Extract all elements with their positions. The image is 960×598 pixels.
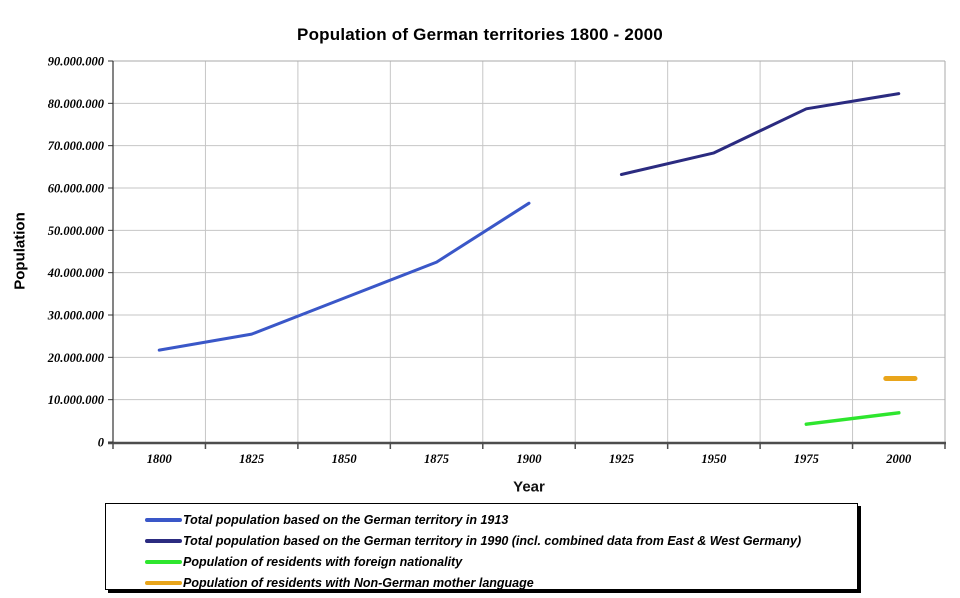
legend-label: Population of residents with Non-German …	[183, 575, 534, 590]
x-tick-label: 1875	[424, 452, 449, 466]
y-tick-label: 90.000.000	[48, 55, 105, 69]
legend-label: Total population based on the German ter…	[183, 533, 802, 548]
x-tick-label: 1900	[517, 452, 543, 466]
series-line-2	[804, 411, 901, 426]
x-tick-label: 1825	[239, 452, 264, 466]
legend-row: Total population based on the German ter…	[106, 509, 857, 530]
legend-row: Population of residents with Non-German …	[106, 572, 857, 593]
legend-line-sample-blue	[145, 517, 182, 522]
x-tick-label: 1950	[701, 452, 727, 466]
y-tick-label: 70.000.000	[48, 139, 105, 153]
y-tick-label: 30.000.000	[47, 309, 105, 323]
x-tick-label: 1975	[794, 452, 819, 466]
y-tick-label: 0	[98, 436, 105, 450]
legend-line-sample-green	[145, 559, 182, 564]
x-tick-label: 1800	[147, 452, 173, 466]
legend-box: Total population based on the German ter…	[105, 503, 858, 590]
y-tick-label: 40.000.000	[47, 266, 105, 280]
y-tick-label: 10.000.000	[48, 393, 105, 407]
x-tick-label: 2000	[885, 452, 912, 466]
x-axis-title: Year	[513, 478, 545, 496]
series-line-1	[619, 92, 901, 176]
y-tick-label: 60.000.000	[48, 182, 105, 196]
series-line-0	[157, 201, 531, 352]
legend-row: Population of residents with foreign nat…	[106, 551, 857, 572]
y-tick-label: 20.000.000	[47, 351, 105, 365]
x-tick-label: 1925	[609, 452, 634, 466]
y-tick-label: 80.000.000	[48, 97, 105, 111]
y-tick-label: 50.000.000	[48, 224, 105, 238]
chart-title: Population of German territories 1800 - …	[297, 25, 663, 44]
legend-row: Total population based on the German ter…	[106, 530, 857, 551]
legend-line-sample-orange	[145, 580, 182, 585]
x-tick-label: 1850	[332, 452, 358, 466]
legend-line-sample-navy	[145, 538, 182, 543]
legend-label: Population of residents with foreign nat…	[183, 554, 463, 569]
legend-label: Total population based on the German ter…	[183, 512, 509, 527]
